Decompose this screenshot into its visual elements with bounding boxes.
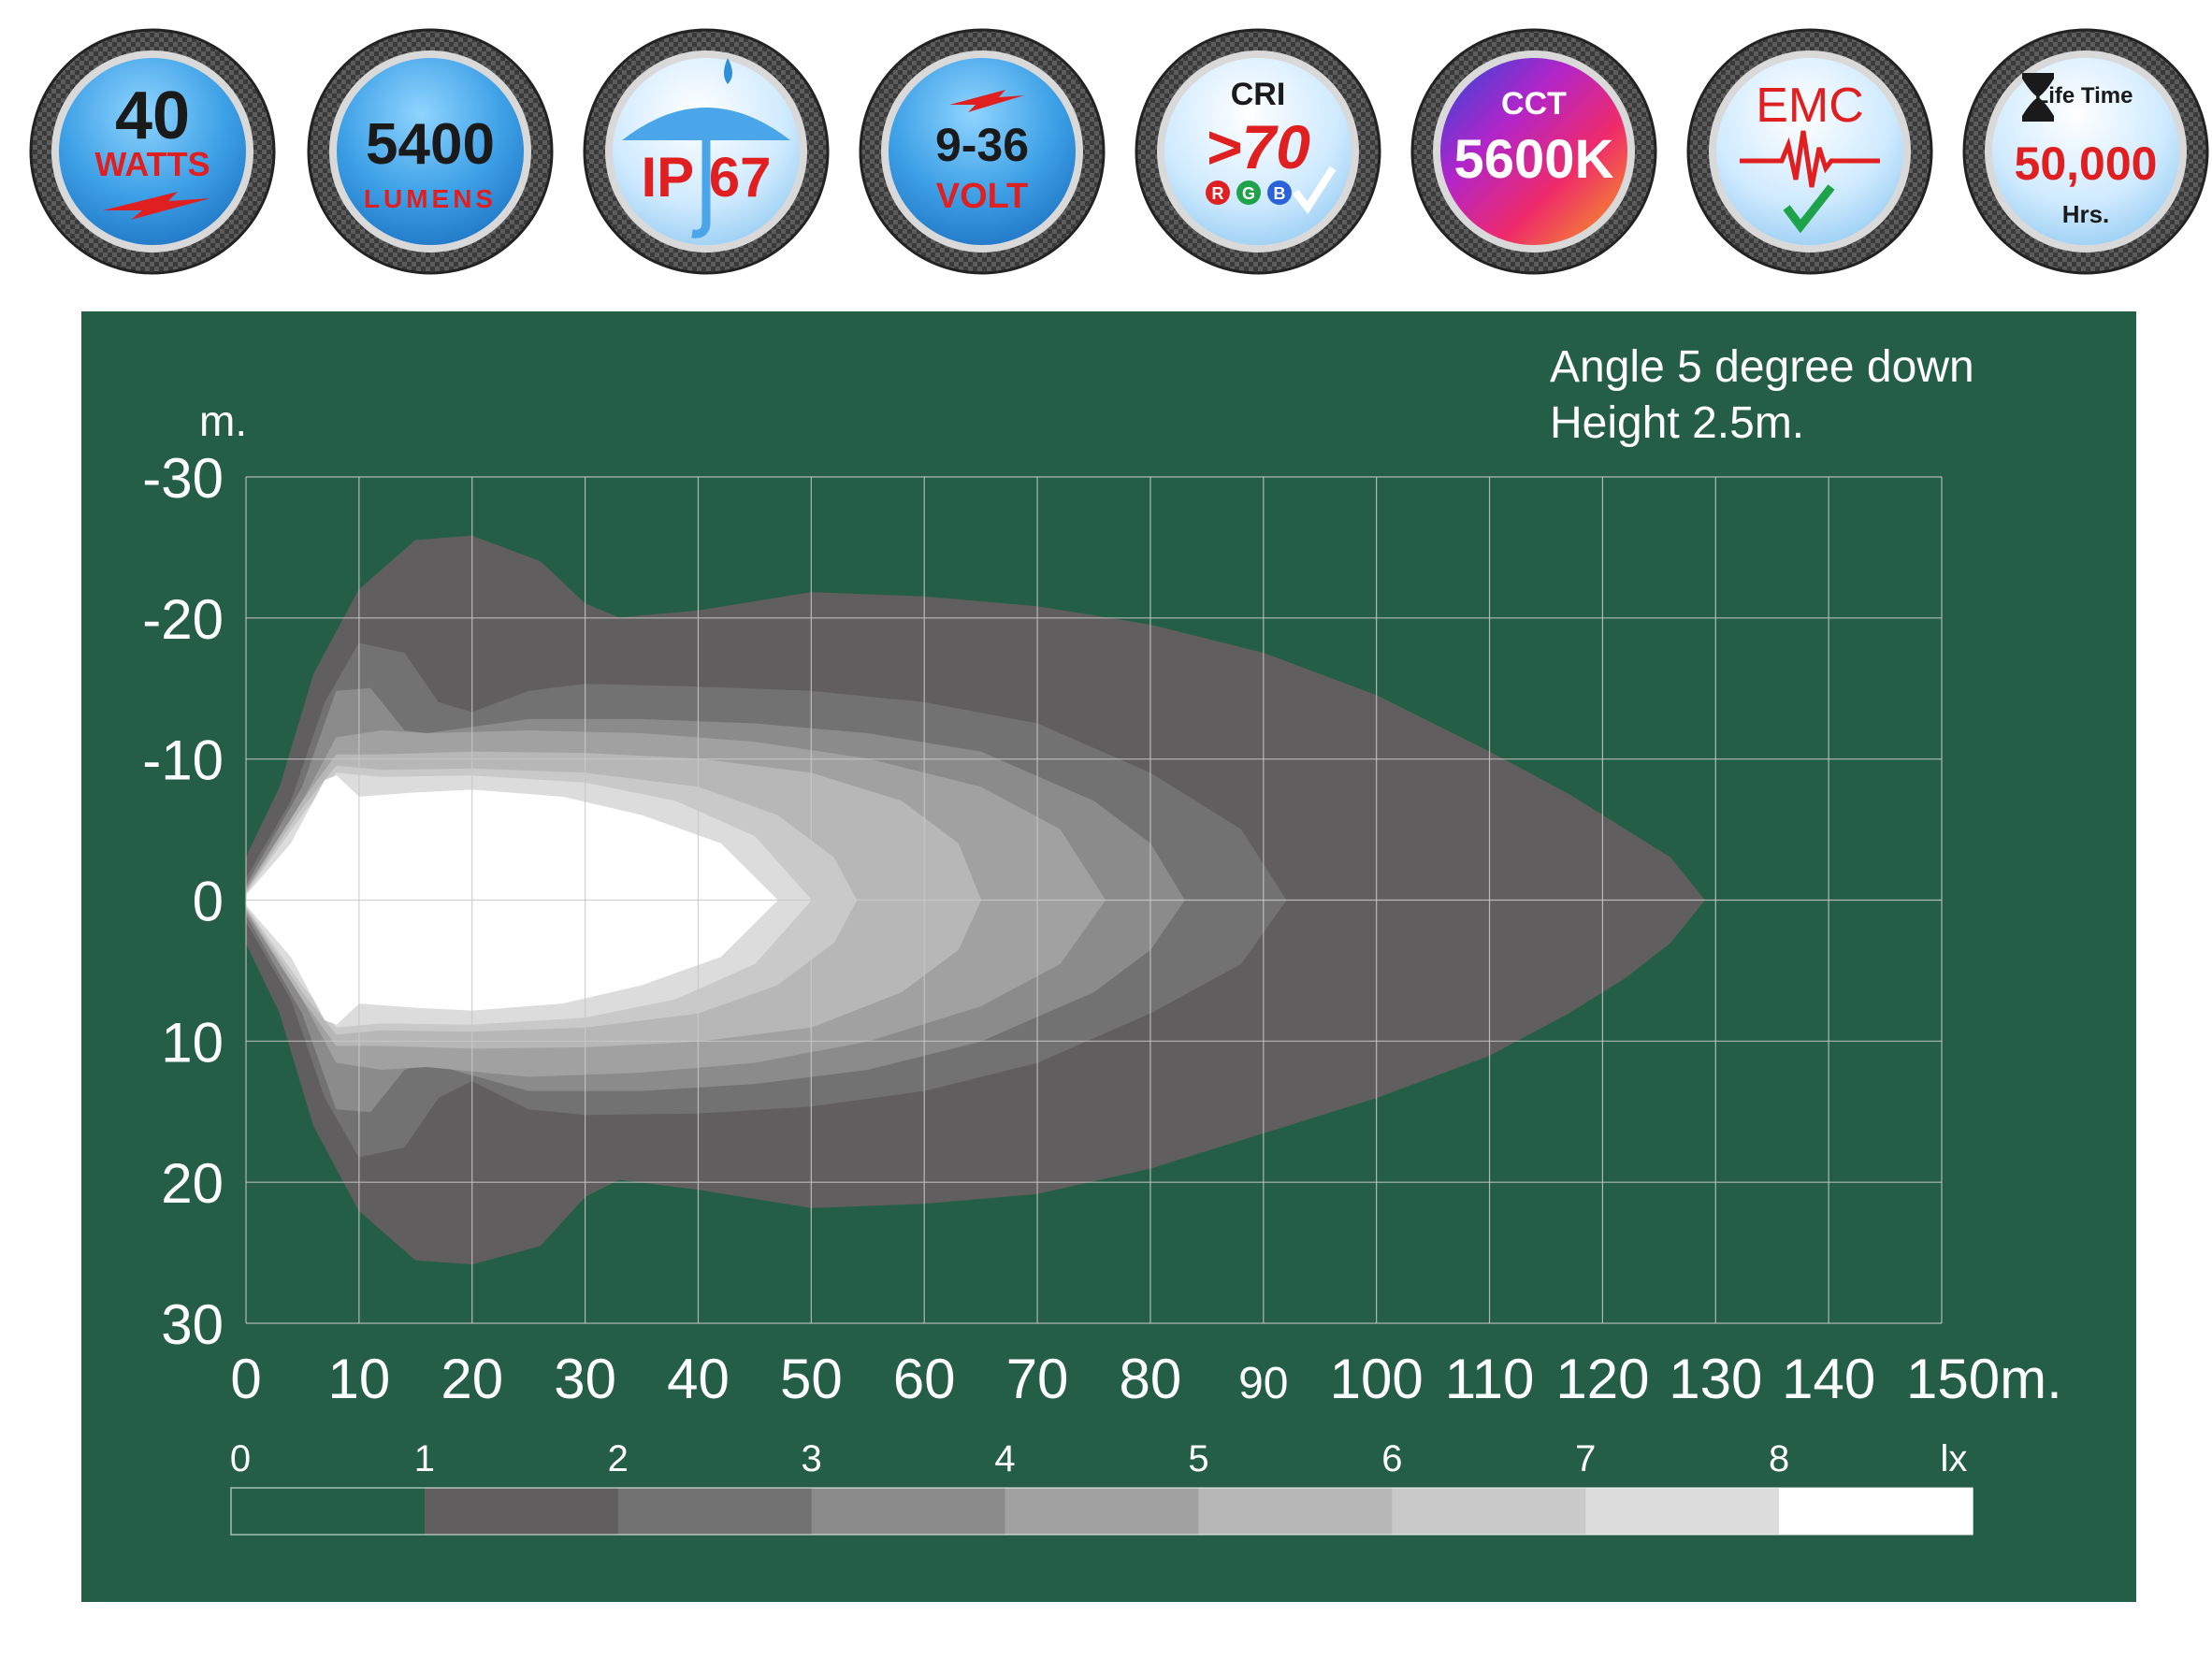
life-time-title: Life Time [2035, 83, 2133, 108]
x-tick-label: 40 [667, 1348, 730, 1410]
cri-b-label: B [1274, 184, 1286, 203]
y-unit-label: m. [199, 397, 247, 445]
legend-swatch [1585, 1488, 1780, 1535]
isolux-chart-panel: Angle 5 degree down Height 2.5m. m. -30 -2… [81, 311, 2136, 1602]
legend-swatch [1198, 1488, 1393, 1535]
lightning-bolt-icon [103, 192, 210, 220]
legend-swatch [424, 1488, 619, 1535]
legend-swatch [811, 1488, 1006, 1535]
y-tick-label: 0 [193, 871, 224, 933]
watts-value: 40 [115, 79, 190, 153]
x-tick-label: 90 [1238, 1359, 1288, 1408]
cri-g-label: G [1242, 184, 1255, 203]
legend-swatch [617, 1488, 813, 1535]
x-tick-label: 50 [780, 1348, 843, 1410]
life-time-badge: Life Time 50,000 Hrs. [1962, 28, 2209, 275]
lumens-value: 5400 [366, 112, 495, 177]
ip-rating-badge: IP 67 [583, 28, 830, 275]
cct-title: CCT [1501, 86, 1567, 122]
x-tick-label: 0 [230, 1348, 261, 1410]
legend-swatch [1005, 1488, 1199, 1535]
legend-label: 2 [608, 1438, 629, 1479]
waveform-check-icon [1740, 130, 1880, 234]
lumens-badge: 5400 LUMENS [307, 28, 554, 275]
voltage-unit: VOLT [936, 177, 1029, 216]
cri-title: CRI [1231, 77, 1286, 112]
x-tick-label: 110 [1445, 1348, 1535, 1410]
legend-label: 1 [414, 1438, 435, 1479]
emc-title: EMC [1756, 79, 1864, 133]
x-tick-label: 60 [893, 1348, 956, 1410]
angle-note: Angle 5 degree down [1550, 342, 1974, 392]
watts-badge: 40 WATTS [29, 28, 276, 275]
lightning-bolt-icon [949, 90, 1024, 112]
legend-frame [230, 1487, 1973, 1536]
hourglass-icon [2022, 73, 2054, 122]
feature-badges: 40 WATTS 5400 LUMENS IP 67 9-36 VOLT [0, 0, 2212, 290]
x-tick-label: 120 [1555, 1348, 1649, 1410]
y-tick-label: 30 [161, 1293, 224, 1356]
cri-value: >70 [1206, 112, 1310, 181]
x-tick-label: 150m. [1906, 1348, 2062, 1410]
x-tick-label: 70 [1006, 1348, 1069, 1410]
x-tick-label: 140 [1782, 1348, 1875, 1410]
life-time-unit: Hrs. [2062, 200, 2110, 228]
x-tick-label: 10 [327, 1348, 390, 1410]
height-note: Height 2.5m. [1550, 398, 1805, 448]
life-time-value: 50,000 [2015, 137, 2158, 190]
x-tick-label: 130 [1669, 1348, 1762, 1410]
legend-label: 7 [1575, 1438, 1596, 1479]
ip-value: IP 67 [641, 146, 771, 209]
cct-badge: CCT 5600K [1410, 28, 1657, 275]
legend-label: 3 [802, 1438, 822, 1479]
legend-label: 0 [230, 1438, 251, 1479]
emc-badge: EMC [1686, 28, 1933, 275]
legend: 0 1 2 3 4 5 6 7 8 lx [230, 1438, 1973, 1536]
watts-unit: WATTS [94, 145, 210, 183]
y-tick-label: 20 [161, 1152, 224, 1215]
y-tick-label: -20 [142, 588, 224, 651]
legend-label: 6 [1381, 1438, 1402, 1479]
legend-label: 5 [1188, 1438, 1208, 1479]
lumens-unit: LUMENS [364, 184, 497, 213]
x-tick-label: 80 [1120, 1348, 1182, 1410]
grid [245, 476, 1943, 1324]
legend-swatch [231, 1488, 426, 1535]
checkmark-icon [1292, 166, 1337, 214]
legend-label: 4 [994, 1438, 1015, 1479]
voltage-badge: 9-36 VOLT [859, 28, 1106, 275]
cri-r-label: R [1212, 184, 1224, 203]
umbrella-raindrop-icon [622, 58, 790, 238]
voltage-value: 9-36 [935, 119, 1029, 171]
legend-swatch [1779, 1488, 1973, 1535]
x-tick-label: 20 [441, 1348, 503, 1410]
legend-swatch [1392, 1488, 1586, 1535]
cct-value: 5600K [1454, 129, 1614, 190]
y-tick-label: -10 [142, 729, 224, 792]
x-tick-label: 30 [554, 1348, 616, 1410]
legend-label: 8 [1769, 1438, 1789, 1479]
y-tick-label: 10 [161, 1011, 224, 1074]
x-tick-label: 100 [1330, 1348, 1424, 1410]
y-tick-label: -30 [142, 447, 224, 510]
cri-badge: CRI >70 R G B [1135, 28, 1381, 275]
legend-label: lx [1941, 1438, 1968, 1479]
